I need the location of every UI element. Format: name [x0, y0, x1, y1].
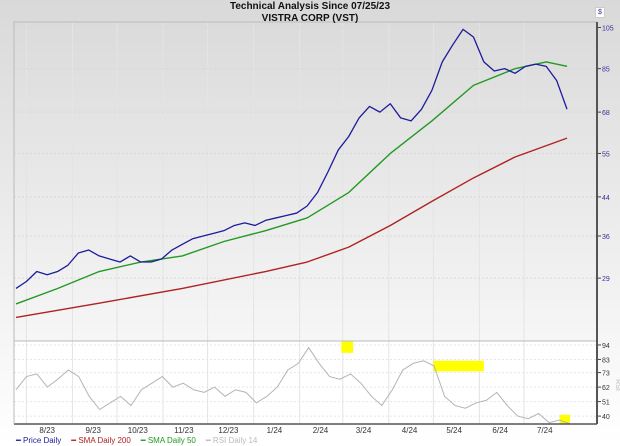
rsi-y-tick-label: 62 — [602, 385, 610, 392]
y-tick-label: 55 — [602, 151, 610, 158]
legend-price-label: Price Daily — [23, 436, 62, 445]
legend-sma50: ━ SMA Daily 50 — [140, 436, 196, 445]
y-tick-label: 68 — [602, 110, 610, 117]
rsi-y-tick-label: 51 — [602, 400, 610, 407]
legend-rsi-label: RSI Daily 14 — [212, 436, 258, 445]
x-tick-label: 5/24 — [446, 426, 462, 435]
x-tick-label: 10/23 — [128, 426, 149, 435]
rsi-highlight — [341, 341, 354, 353]
y-tick-label: 105 — [602, 25, 614, 32]
x-tick-label: 7/24 — [537, 426, 553, 435]
rsi-panel-background — [14, 341, 597, 424]
x-tick-label: 6/24 — [492, 426, 508, 435]
series-line-sma-daily-50 — [15, 61, 568, 305]
rsi-axis-label: RSI — [614, 379, 620, 391]
y-tick-label: 85 — [602, 67, 610, 74]
chart-marks — [15, 28, 571, 425]
rsi-y-tick-label: 94 — [602, 343, 610, 350]
legend-price: ━ Price Daily — [16, 436, 62, 445]
x-tick-label: 1/24 — [267, 426, 283, 435]
currency-badge: $ — [595, 7, 605, 18]
x-tick-label: 4/24 — [402, 426, 418, 435]
rsi-y-tick-label: 73 — [602, 371, 610, 378]
y-tick-label: 29 — [602, 276, 610, 283]
chart-subtitle: VISTRA CORP (VST) — [261, 13, 359, 24]
legend: ━ Price Daily ━ SMA Daily 200 ━ SMA Dail… — [16, 436, 257, 445]
legend-sma200: ━ SMA Daily 200 — [71, 436, 131, 445]
series-line-price-daily — [15, 28, 568, 290]
x-tick-label: 8/23 — [39, 426, 55, 435]
legend-rsi: ━ RSI Daily 14 — [205, 436, 258, 445]
rsi-y-tick-label: 83 — [602, 357, 610, 364]
rsi-highlight — [559, 414, 570, 424]
y-tick-label: 36 — [602, 234, 610, 241]
series-line-sma-daily-200 — [15, 137, 568, 319]
rsi-y-tick-label: 40 — [602, 414, 610, 421]
axes: 8/23 9/23 10/23 11/23 12/23 1/24 2/24 3/24 4/24 5… — [13, 21, 620, 435]
legend-sma50-label: SMA Daily 50 — [147, 436, 196, 445]
x-tick-label: 2/24 — [313, 426, 329, 435]
x-tick-label: 12/23 — [218, 426, 239, 435]
grid — [14, 22, 597, 424]
x-tick-label: 3/24 — [356, 426, 372, 435]
rsi-highlight — [433, 360, 484, 372]
rsi-line — [15, 346, 571, 425]
x-tick-label: 9/23 — [85, 426, 101, 435]
x-tick-label: 11/23 — [174, 426, 194, 435]
legend-sma200-label: SMA Daily 200 — [78, 436, 131, 445]
y-tick-label: 44 — [602, 195, 610, 202]
chart-title: Technical Analysis Since 07/25/23 — [229, 1, 391, 12]
